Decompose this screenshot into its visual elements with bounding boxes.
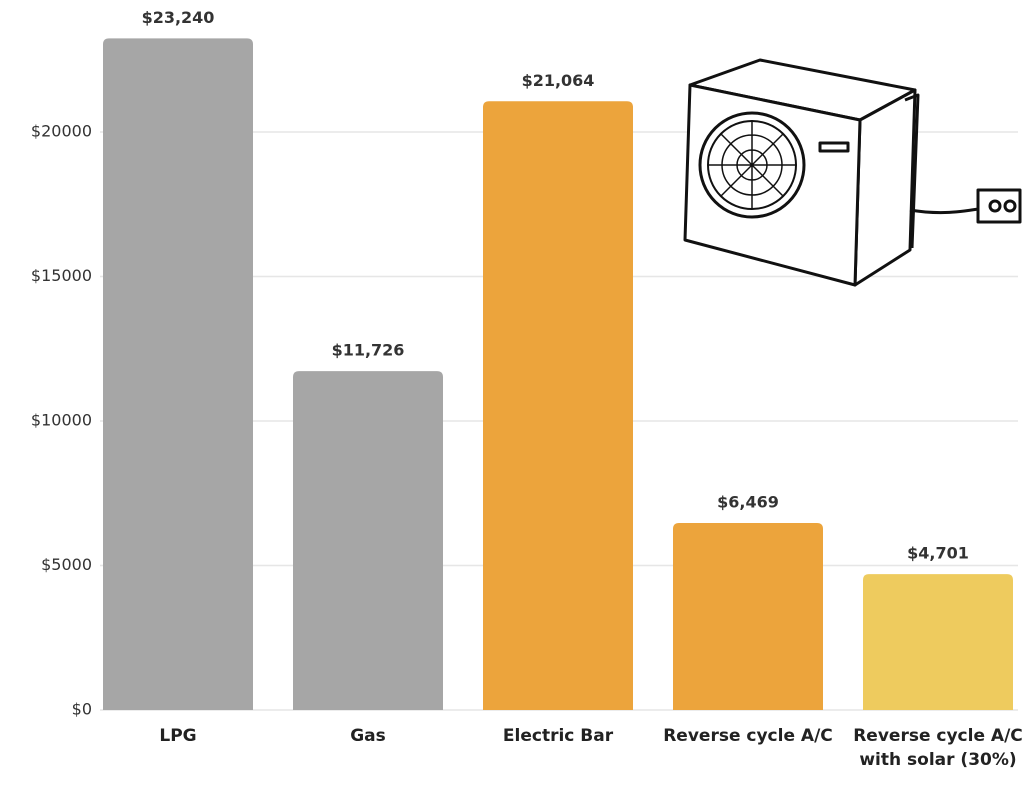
bar [483,101,633,711]
value-label: $21,064 [522,71,595,90]
value-label: $11,726 [332,341,405,360]
bar [103,38,253,710]
x-tick-label: Reverse cycle A/C with solar (30%) [853,726,1023,770]
bar [863,574,1013,710]
y-tick-label: $0 [72,700,92,719]
x-tick-label: Reverse cycle A/C [663,726,833,746]
bars: $0 $5000 $10000 $15000 $20000 $23,240 $11,726 $… [31,8,1013,719]
x-tick-label: LPG [159,726,197,746]
air-conditioner-illustration [683,58,1022,287]
value-label: $23,240 [142,8,215,27]
bar [293,371,443,710]
value-label: $6,469 [717,493,779,512]
y-tick-label: $10000 [31,411,92,430]
y-tick-label: $15000 [31,266,92,285]
x-tick-label: Electric Bar [502,726,614,746]
y-tick-label: $20000 [31,122,92,141]
bar [673,523,823,710]
x-tick-label: Gas [350,726,386,746]
y-tick-label: $5000 [41,555,92,574]
value-label: $4,701 [907,544,969,563]
